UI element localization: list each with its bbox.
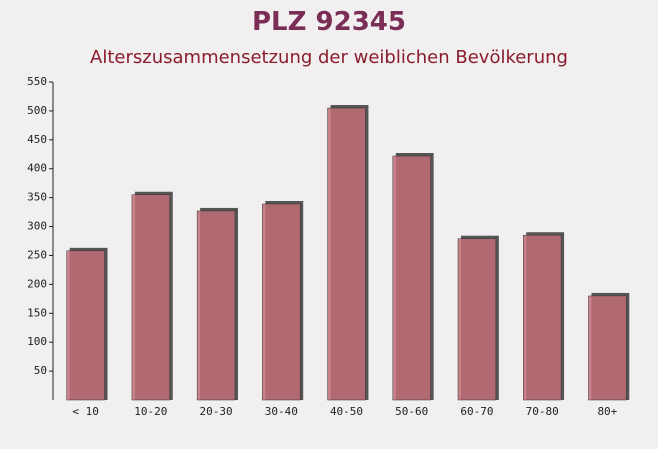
- bar: [588, 295, 627, 401]
- y-tick-label: 550: [27, 75, 47, 88]
- bar: [523, 234, 562, 401]
- y-tick-label: 300: [27, 220, 47, 233]
- y-tick-label: 400: [27, 162, 47, 175]
- x-tick-label: 60-70: [460, 405, 493, 418]
- chart-subtitle: Alterszusammensetzung der weiblichen Bev…: [90, 47, 568, 68]
- bar: [66, 250, 105, 401]
- x-tick-label: 10-20: [134, 405, 167, 418]
- bar: [262, 203, 301, 401]
- x-tick-label: 40-50: [330, 405, 363, 418]
- bar: [131, 194, 170, 401]
- bar: [457, 238, 497, 401]
- y-tick-label: 450: [27, 133, 47, 146]
- chart-title: PLZ 92345: [252, 7, 406, 37]
- y-tick-label: 250: [27, 248, 47, 261]
- bar: [327, 107, 366, 401]
- y-tick-label: 150: [27, 306, 47, 319]
- y-tick-label: 50: [34, 364, 47, 377]
- x-tick-label: 80+: [597, 405, 617, 418]
- x-tick-label: 70-80: [526, 405, 559, 418]
- bar: [196, 210, 236, 401]
- y-tick-label: 500: [27, 104, 47, 117]
- x-tick-label: 20-30: [199, 405, 232, 418]
- y-tick-label: 350: [27, 191, 47, 204]
- x-tick-label: 30-40: [265, 405, 298, 418]
- bar: [392, 155, 431, 401]
- y-tick-label: 100: [27, 335, 47, 348]
- x-tick-label: < 10: [72, 405, 99, 418]
- y-tick-label: 200: [27, 277, 47, 290]
- x-tick-label: 50-60: [395, 405, 428, 418]
